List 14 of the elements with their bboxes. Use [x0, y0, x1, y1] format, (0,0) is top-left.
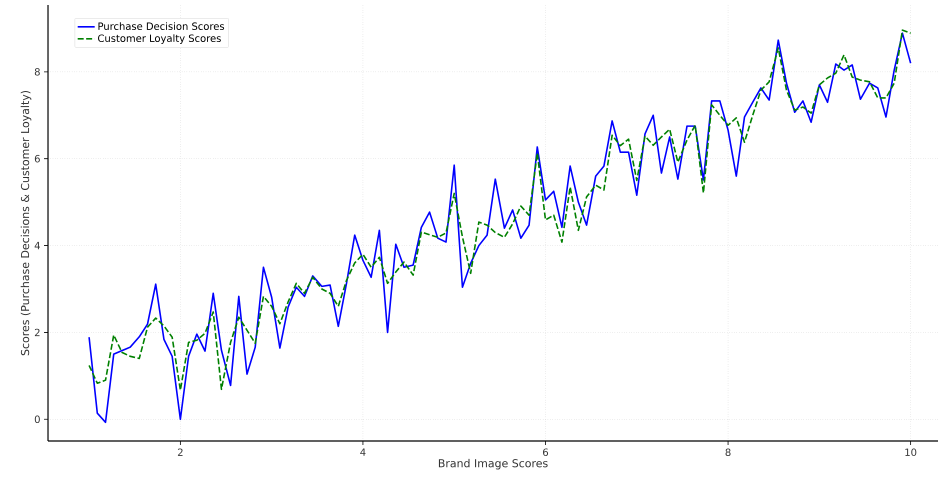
x-tick-label: 2	[178, 448, 183, 456]
legend-label: Purchase Decision Scores	[98, 22, 224, 30]
y-axis-title: Scores (Purchase Decisions & Customer Loyalty)	[20, 90, 32, 356]
legend-label: Customer Loyalty Scores	[98, 34, 221, 44]
y-tick-label: 0	[34, 415, 40, 424]
x-tick-label: 4	[360, 448, 366, 456]
y-tick-label: 6	[34, 154, 40, 162]
x-tick-label: 8	[726, 448, 731, 456]
x-axis-title: Brand Image Scores	[438, 458, 548, 470]
x-tick-label: 10	[905, 448, 916, 456]
y-tick-label: 2	[34, 328, 40, 336]
y-tick-label: 4	[34, 242, 40, 250]
x-tick-label: 6	[543, 448, 548, 456]
y-tick-label: 8	[34, 68, 40, 76]
